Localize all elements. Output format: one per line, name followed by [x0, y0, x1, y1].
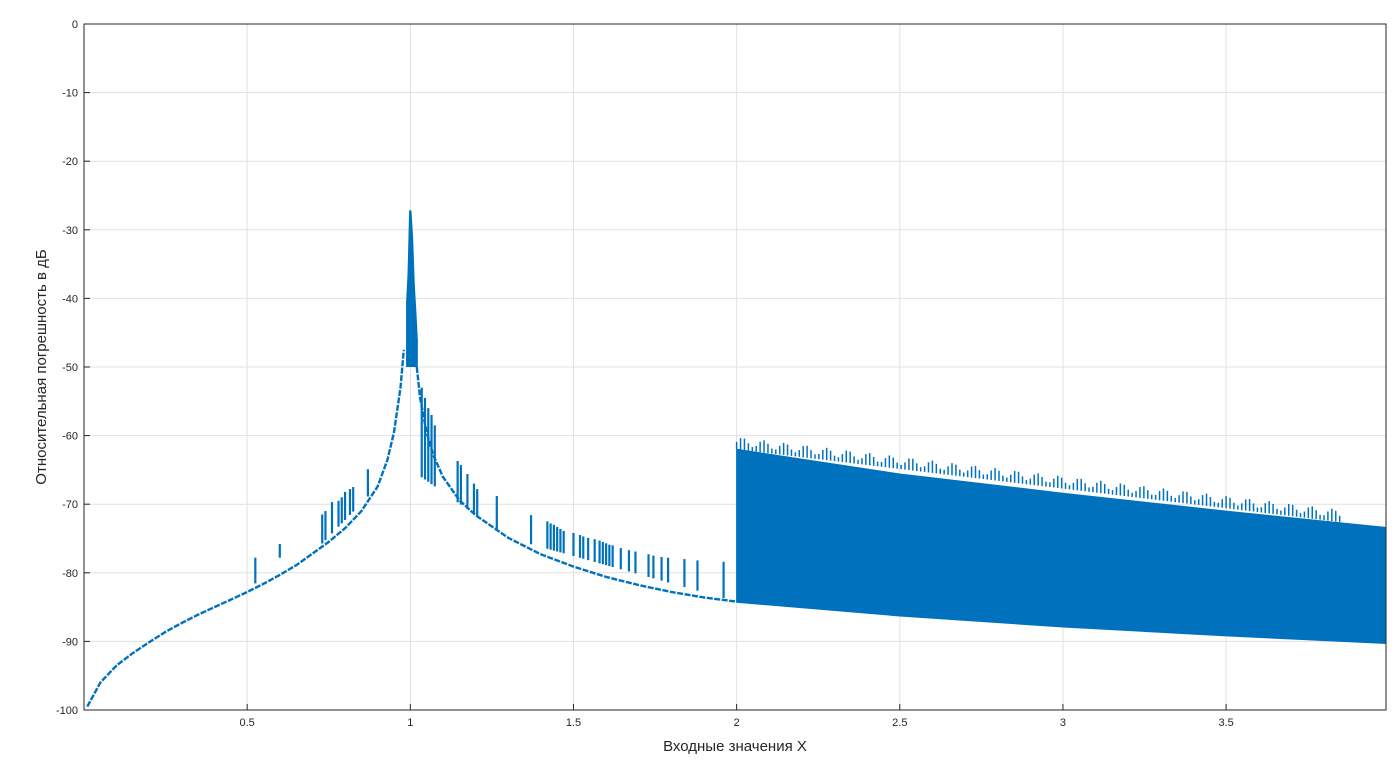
y-tick-label: -80: [62, 568, 78, 580]
y-tick-label: -50: [62, 362, 78, 374]
x-tick-label: 3.5: [1218, 717, 1233, 729]
y-tick-label: -10: [62, 88, 78, 100]
x-tick-label: 0.5: [240, 717, 255, 729]
baseline-curve: [415, 366, 737, 603]
plot-series: [86, 210, 1387, 708]
x-tick-label: 3: [1060, 717, 1066, 729]
y-tick-label: -90: [62, 636, 78, 648]
y-tick-label: -30: [62, 225, 78, 237]
x-tick-label: 1: [407, 717, 413, 729]
y-tick-label: -70: [62, 499, 78, 511]
y-tick-label: -20: [62, 156, 78, 168]
baseline-curve: [86, 349, 405, 708]
y-tick-label: -40: [62, 293, 78, 305]
y-tick-label: 0: [72, 19, 78, 31]
y-tick-label: -60: [62, 431, 78, 443]
x-axis-label: Входные значения X: [663, 738, 807, 755]
y-tick-label: -100: [56, 705, 78, 717]
y-axis-label: Относительная погрешность в дБ: [33, 249, 50, 485]
ticks: 0.5 1 1.5 2 2.5 3 3.5 0 -10 -20 -30 -40 -50 -60 -70 -80…: [56, 19, 1234, 729]
x-tick-label: 2: [734, 717, 740, 729]
x-tick-label: 1.5: [566, 717, 581, 729]
x-tick-label: 2.5: [892, 717, 907, 729]
